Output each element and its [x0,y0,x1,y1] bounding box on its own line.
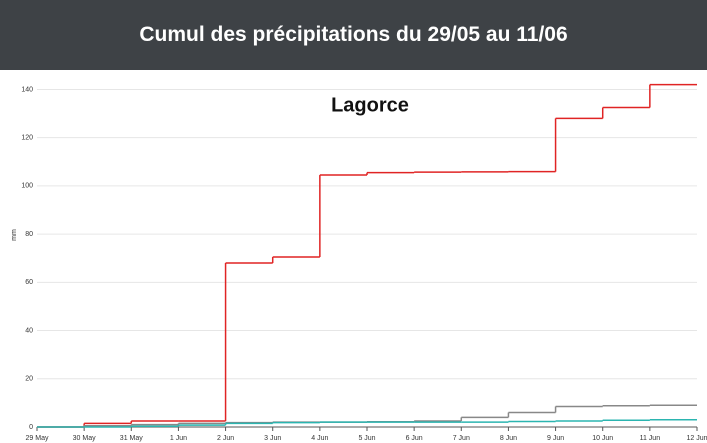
x-tick-label: 12 Jun [686,435,707,442]
y-tick-label: 120 [21,135,33,142]
y-tick-label: 60 [25,279,33,286]
x-tick-label: 6 Jun [406,435,423,442]
x-tick-label: 29 May [26,435,49,442]
y-tick-label: 80 [25,231,33,238]
x-tick-label: 8 Jun [500,435,517,442]
y-tick-label: 0 [29,424,33,431]
x-tick-label: 5 Jun [358,435,375,442]
x-tick-label: 11 Jun [640,435,661,442]
y-tick-label: 20 [25,376,33,383]
x-tick-label: 2 Jun [217,435,234,442]
y-tick-label: 100 [21,183,33,190]
chart-title: Lagorce [331,94,409,116]
x-tick-label: 9 Jun [547,435,564,442]
x-tick-label: 4 Jun [311,435,328,442]
x-tick-label: 30 May [73,435,96,442]
header-title: Cumul des précipitations du 29/05 au 11/… [0,0,707,70]
x-tick-label: 7 Jun [453,435,470,442]
x-tick-label: 1 Jun [170,435,187,442]
y-tick-label: 140 [21,86,33,93]
x-tick-label: 31 May [120,435,143,442]
y-tick-label: 40 [25,327,33,334]
x-tick-label: 10 Jun [592,435,613,442]
y-axis-label: mm [11,229,18,241]
x-tick-label: 3 Jun [264,435,281,442]
